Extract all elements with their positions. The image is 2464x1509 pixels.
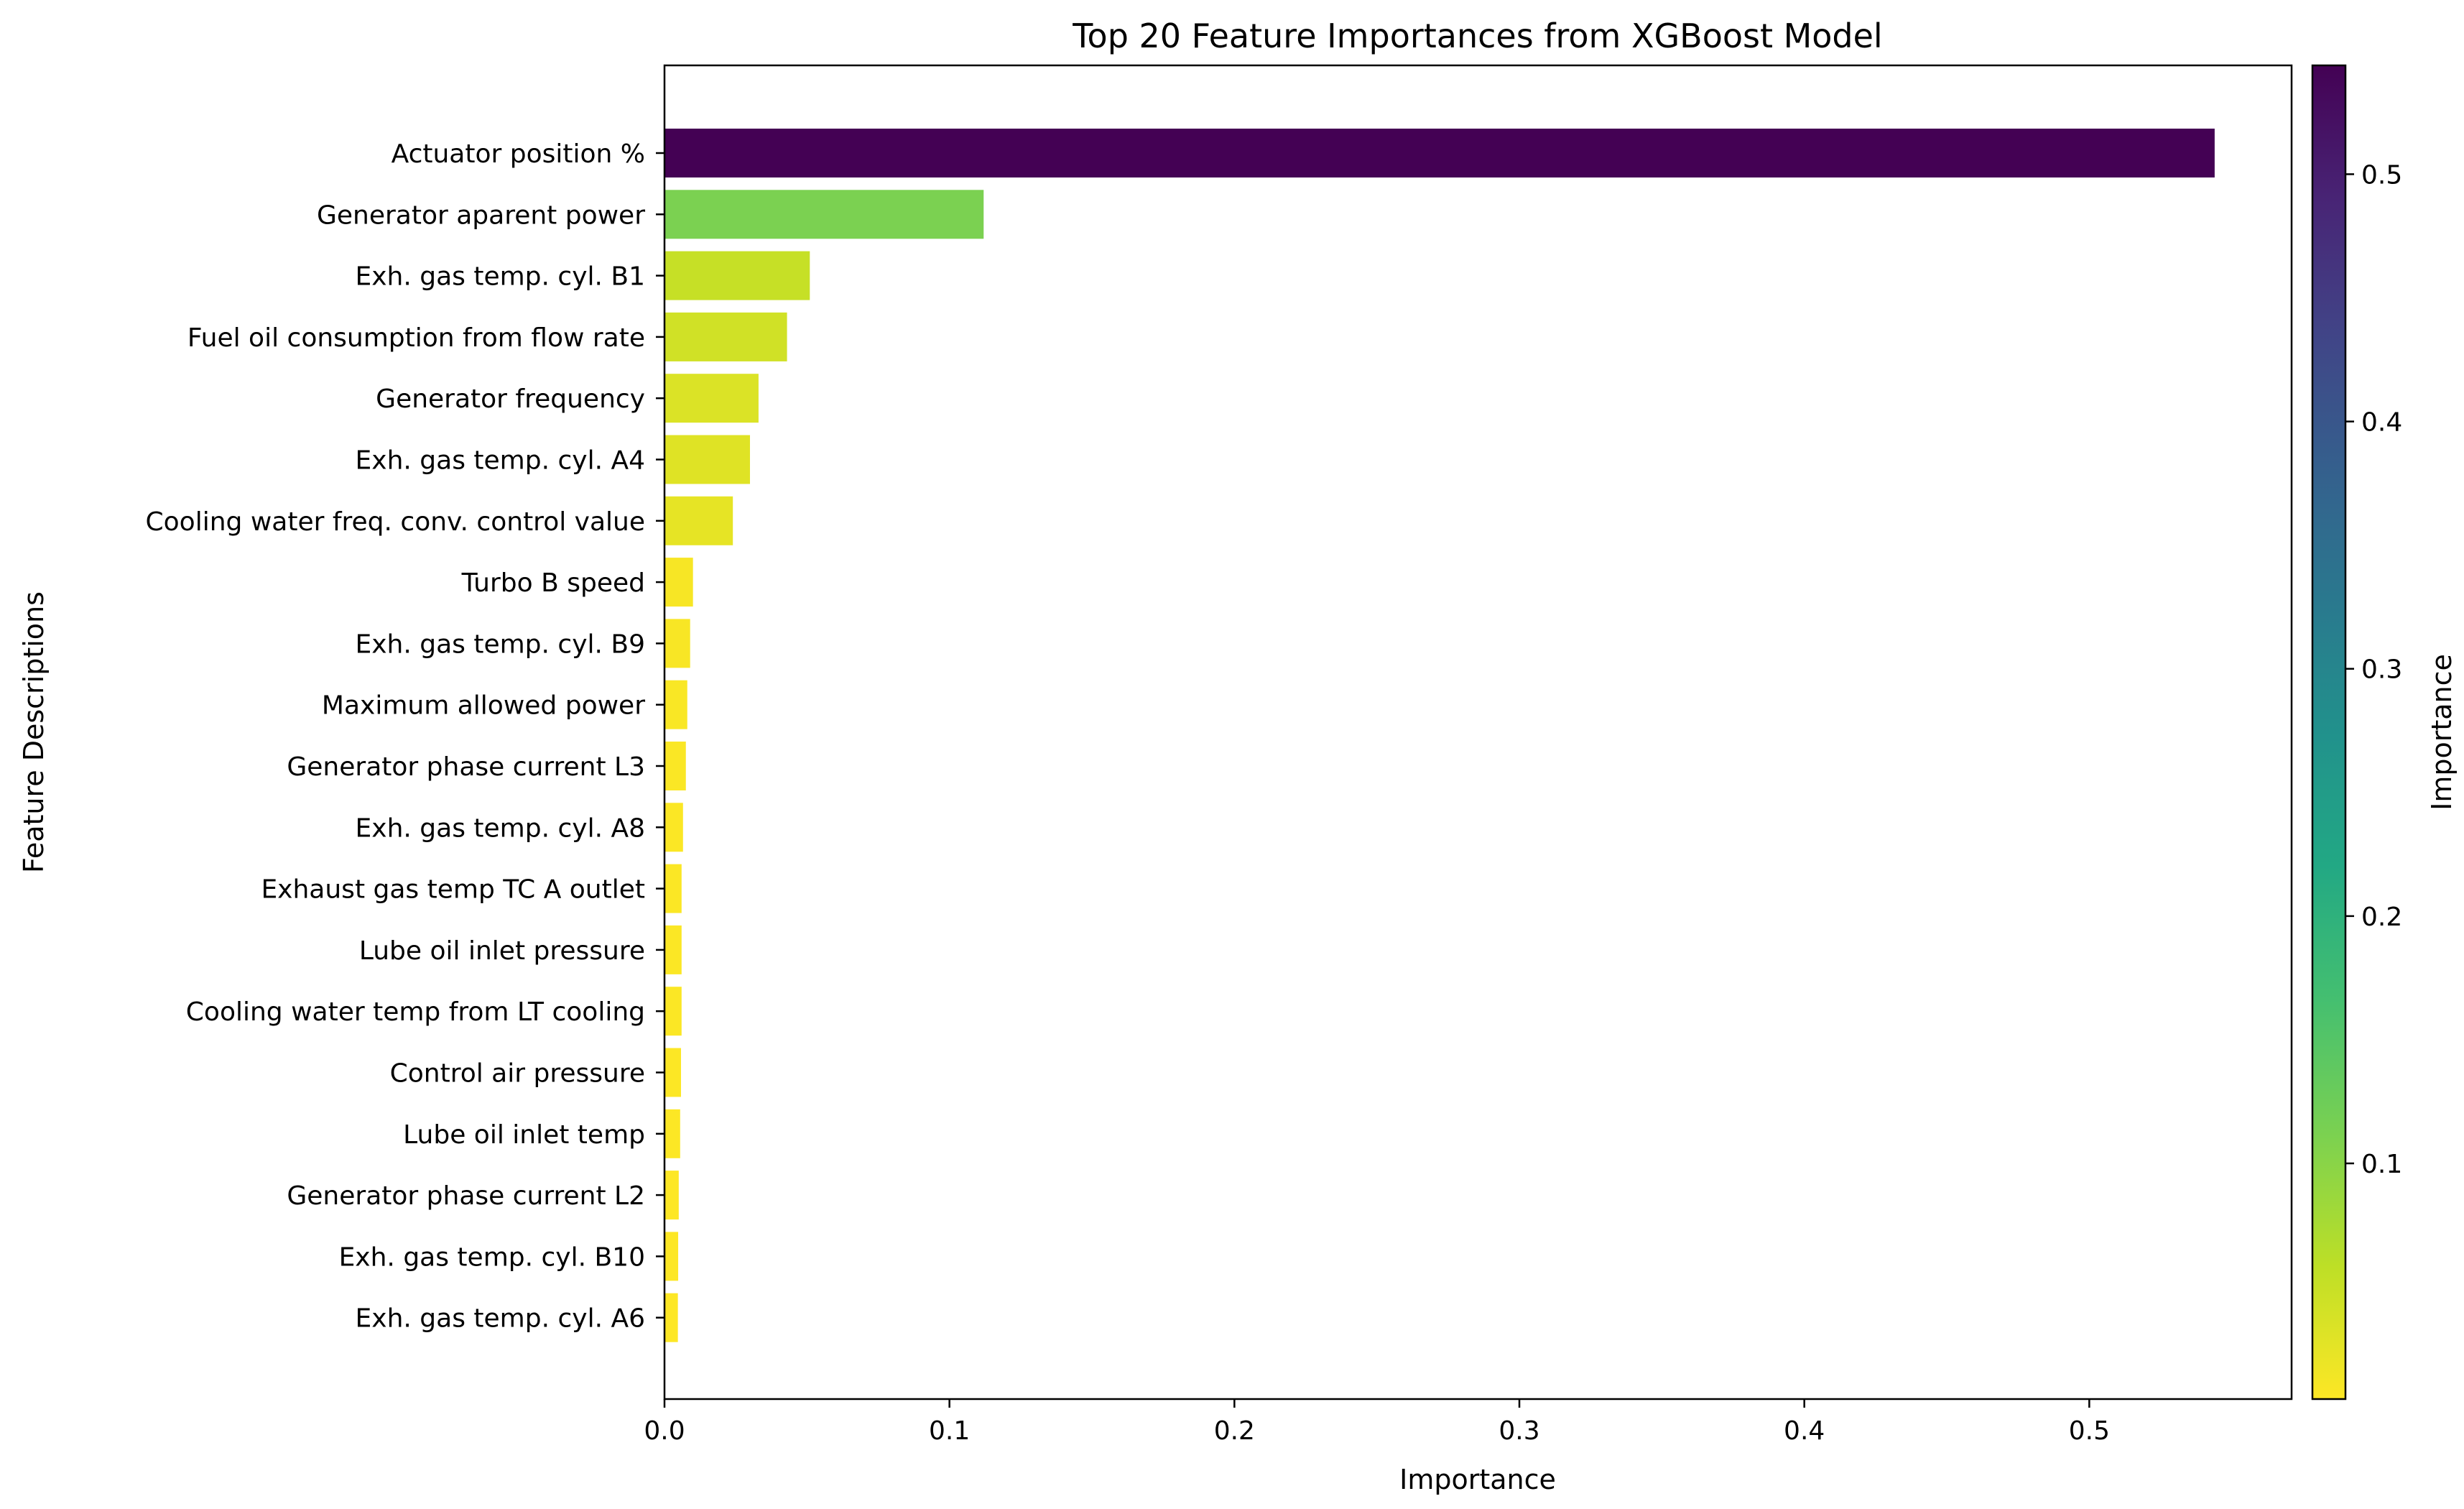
bar [664,1293,678,1342]
category-label: Generator phase current L2 [287,1181,645,1211]
category-label: Cooling water freq. conv. control value [146,507,645,537]
category-label: Exh. gas temp. cyl. A4 [356,446,645,476]
bar [664,496,733,545]
category-label: Turbo B speed [461,568,645,598]
bar [664,1048,682,1097]
colorbar-tick-label: 0.3 [2361,655,2402,685]
category-label: Lube oil inlet temp [403,1120,645,1150]
bar [664,1109,680,1158]
bar [664,129,2215,177]
bar [664,374,759,423]
colorbar-tick-label: 0.2 [2361,903,2402,932]
x-tick-label: 0.5 [2069,1416,2110,1446]
y-axis-label: Feature Descriptions [18,591,50,873]
bar [664,619,690,668]
bar [664,251,810,300]
colorbar-tick-label: 0.4 [2361,408,2402,438]
x-tick-label: 0.4 [1784,1416,1825,1446]
x-axis-ticks: 0.0 0.1 0.2 0.3 0.4 0.5 [644,1399,2110,1446]
category-label: Control air pressure [390,1059,645,1089]
category-label: Exh. gas temp. cyl. B9 [355,629,645,659]
category-label: Exh. gas temp. cyl. B10 [339,1242,645,1272]
category-label: Cooling water temp from LT cooling [186,997,645,1027]
colorbar: 0.1 0.2 0.3 0.4 0.5 Importance [2311,64,2458,1400]
bars-layer [664,129,2215,1342]
category-label: Generator aparent power [317,200,645,230]
colorbar-frame [2311,64,2347,1400]
category-label: Maximum allowed power [322,691,645,721]
bar [664,435,751,484]
chart-title: Top 20 Feature Importances from XGBoost … [1072,17,1882,55]
category-label: Exh. gas temp. cyl. A8 [356,813,645,843]
colorbar-fill [2312,65,2345,1399]
bar [664,190,984,239]
category-labels: Actuator position % Generator aparent pow… [146,139,664,1334]
colorbar-tick-label: 0.1 [2361,1150,2402,1179]
x-tick-label: 0.2 [1214,1416,1255,1446]
colorbar-label: Importance [2426,654,2458,811]
colorbar-ticks: 0.1 0.2 0.3 0.4 0.5 [2345,160,2402,1179]
category-label: Exh. gas temp. cyl. A6 [356,1304,645,1334]
x-tick-label: 0.0 [644,1416,685,1446]
category-label: Fuel oil consumption from flow rate [187,323,645,353]
category-label: Exhaust gas temp TC A outlet [261,875,645,905]
category-label: Generator frequency [376,384,645,414]
bar [664,1232,679,1281]
category-label: Actuator position % [392,139,645,169]
bar [664,1171,679,1220]
x-tick-label: 0.3 [1499,1416,1539,1446]
bar [664,312,787,361]
bar [664,864,682,913]
category-label: Lube oil inlet pressure [359,936,645,966]
bar [664,680,687,729]
category-label: Generator phase current L3 [287,752,645,782]
bar [664,742,686,790]
x-axis-label: Importance [1399,1464,1556,1495]
bar [664,558,693,607]
category-label: Exh. gas temp. cyl. B1 [355,262,645,292]
x-tick-label: 0.1 [929,1416,970,1446]
bar [664,803,683,852]
bar [664,987,682,1036]
bar [664,925,682,974]
plot-frame [663,64,2293,1400]
colorbar-tick-label: 0.5 [2361,160,2402,190]
